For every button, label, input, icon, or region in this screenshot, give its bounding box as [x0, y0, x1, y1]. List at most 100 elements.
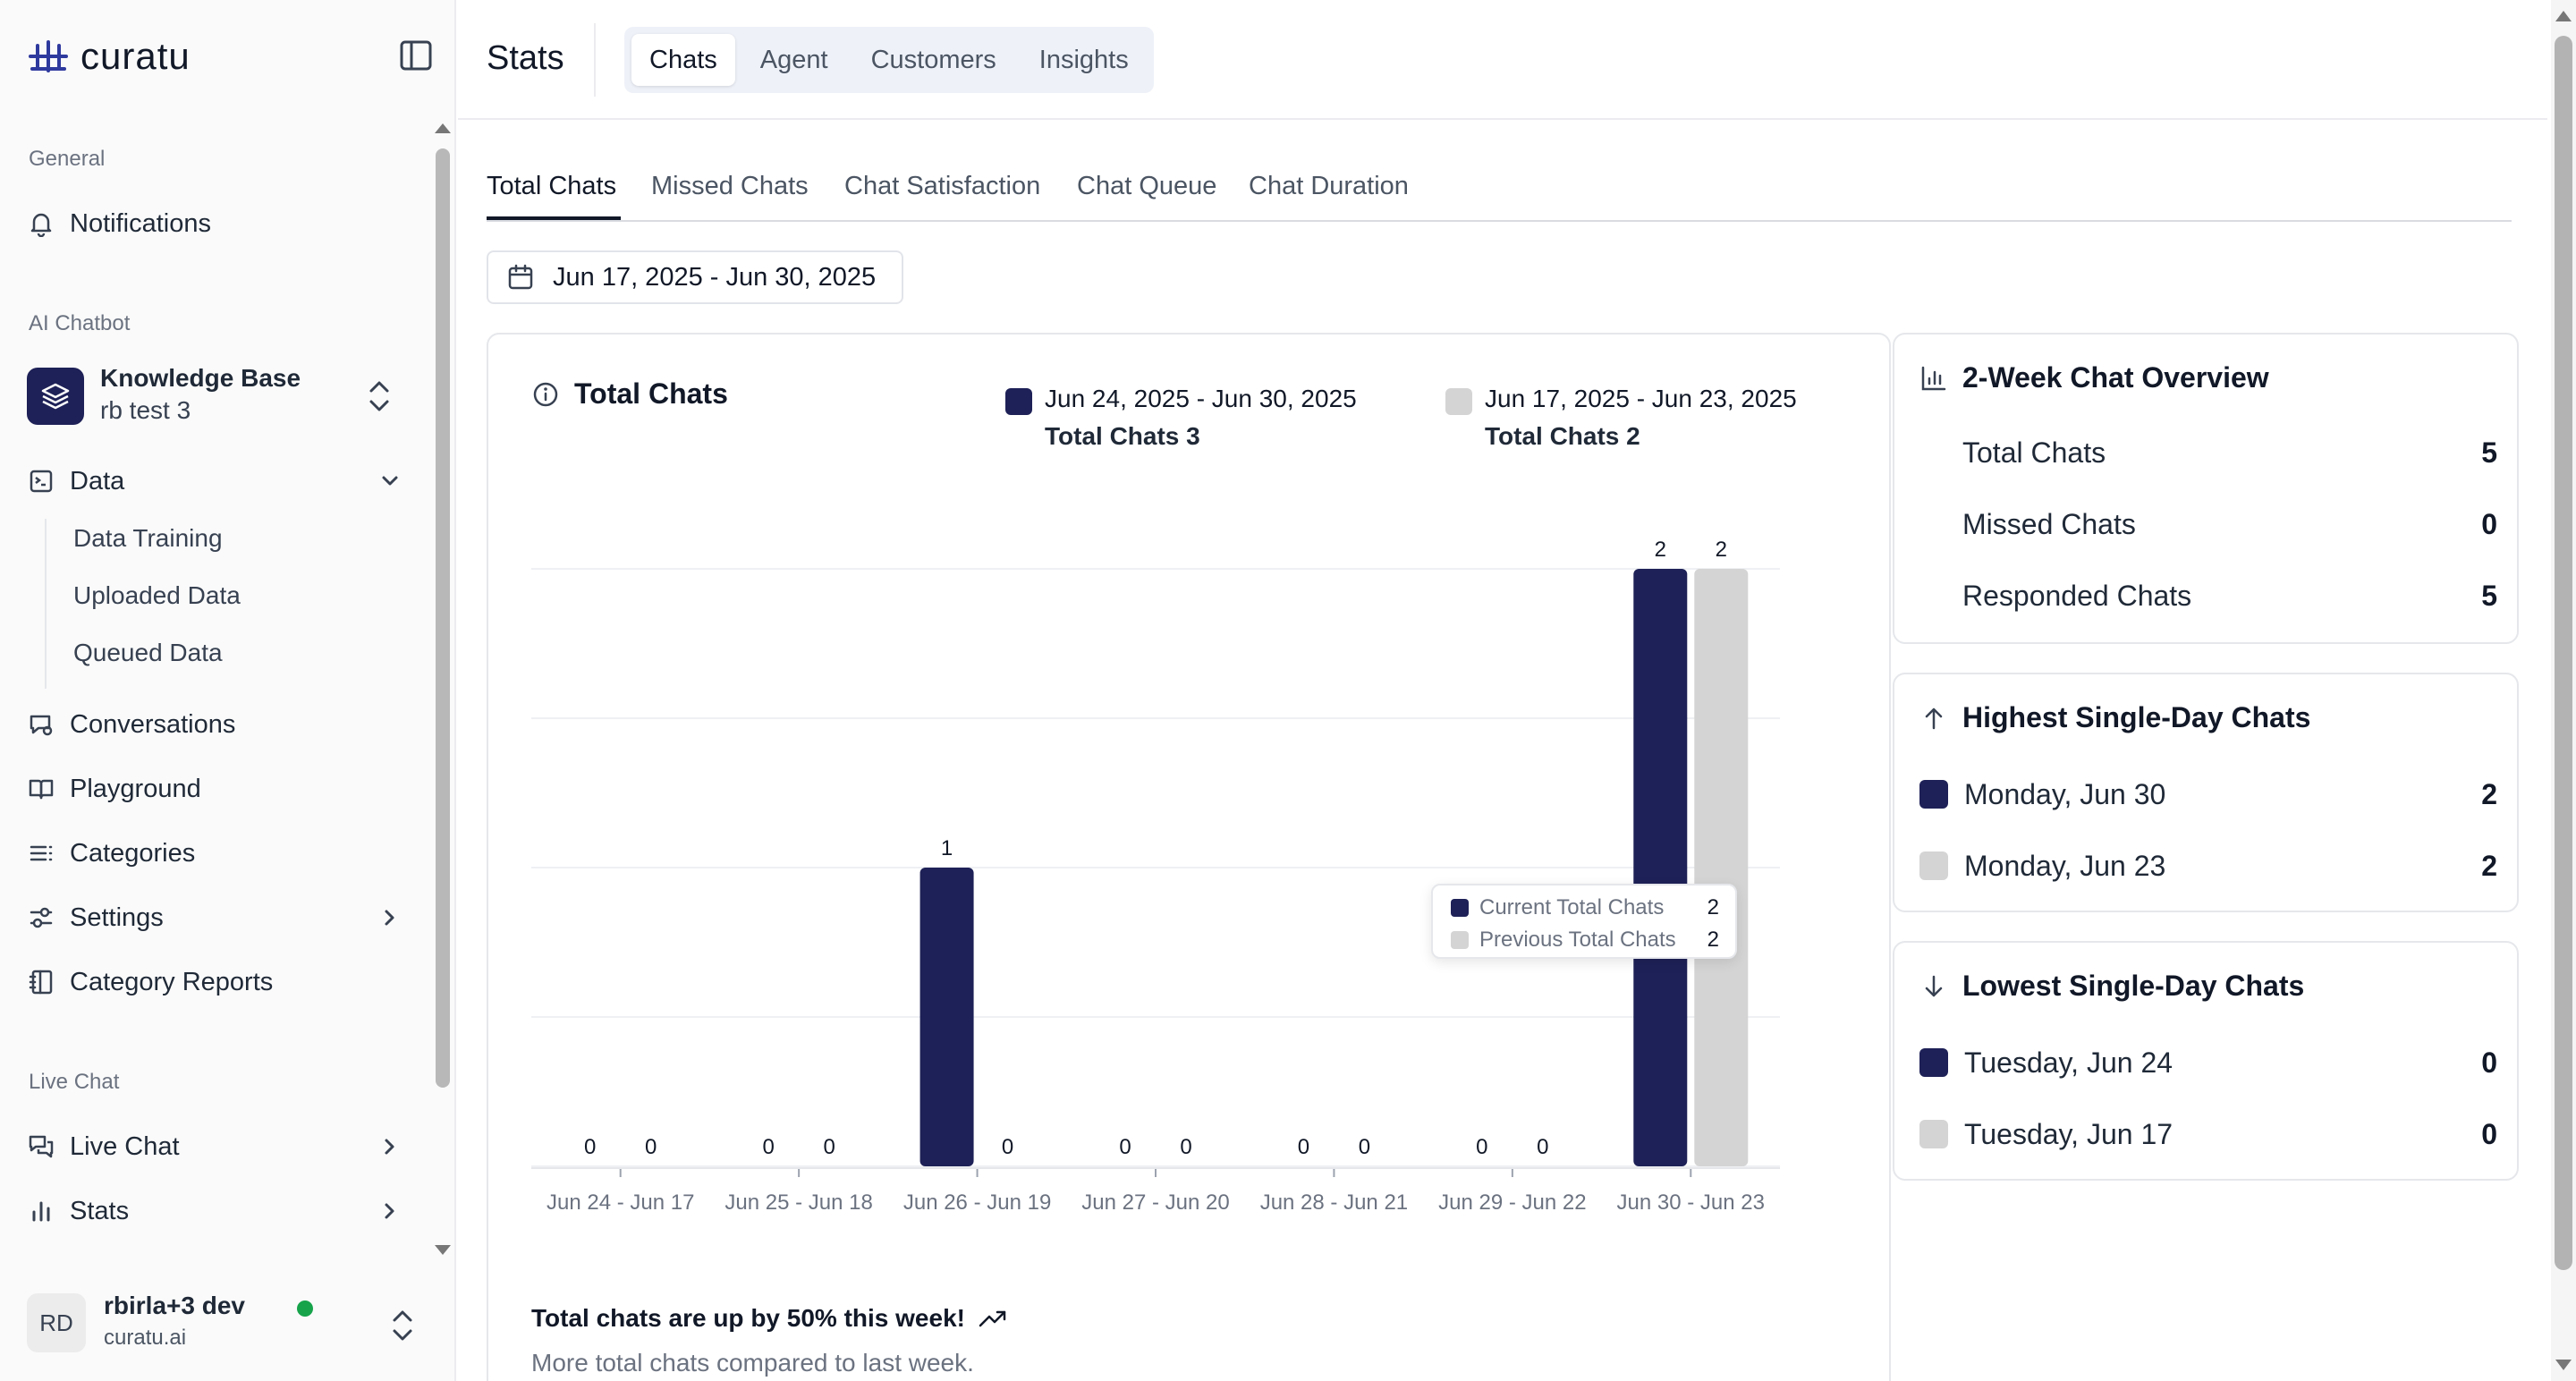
data-label: 1 [941, 836, 953, 860]
page-scroll-up[interactable] [2555, 11, 2572, 21]
overview-title: 2-Week Chat Overview [1919, 361, 2269, 394]
overview-label: Missed Chats [1962, 508, 2136, 540]
trend-subtext: More total chats compared to last week. [531, 1349, 974, 1377]
sidebar-scroll-up[interactable] [435, 123, 451, 133]
user-org: curatu.ai [104, 1326, 187, 1350]
main-content: Stats Chats Agent Customers Insights Tot… [458, 0, 2551, 1381]
series-swatch [1919, 851, 1948, 880]
subtab-chat-queue[interactable]: Chat Queue [1077, 172, 1217, 200]
sidebar-item-categories[interactable]: Categories [27, 832, 402, 875]
lowest-day-card: Lowest Single-Day Chats Tuesday, Jun 24 … [1893, 941, 2519, 1181]
highest-row-current: Monday, Jun 30 2 [1919, 776, 2497, 812]
data-label: 0 [1476, 1135, 1487, 1159]
sidebar-item-playground[interactable]: Playground [27, 767, 402, 810]
bar-current [919, 868, 974, 1166]
subtab-chat-duration[interactable]: Chat Duration [1249, 172, 1409, 200]
group-label-general: General [29, 147, 106, 171]
tab-chats[interactable]: Chats [631, 34, 735, 86]
sliders-icon [27, 903, 55, 932]
lowest-row-current: Tuesday, Jun 24 0 [1919, 1045, 2497, 1080]
sidebar-item-conversations[interactable]: Conversations [27, 703, 402, 746]
sidebar: curatu General Notifications AI Chatbot … [0, 0, 456, 1381]
tooltip-row-previous: Previous Total Chats 2 [1451, 927, 1719, 953]
data-label: 2 [1655, 538, 1666, 562]
page-scroll-down[interactable] [2555, 1360, 2572, 1370]
data-label: 0 [1298, 1135, 1309, 1159]
sidebar-scrollbar[interactable] [436, 148, 450, 1088]
legend-summary: Total Chats 3 [1045, 422, 1200, 450]
knowledge-base-selector[interactable]: Knowledge Base rb test 3 [27, 362, 402, 430]
sidebar-item-notifications[interactable]: Notifications [27, 202, 402, 245]
tab-customers[interactable]: Customers [870, 45, 996, 74]
subtab-missed-chats[interactable]: Missed Chats [651, 172, 809, 200]
overview-label: Responded Chats [1962, 580, 2192, 612]
notebook-icon [27, 968, 55, 996]
total-chats-chart-card: Total Chats Jun 24, 2025 - Jun 30, 2025 … [487, 333, 1891, 1381]
data-label: 0 [1002, 1135, 1013, 1159]
overview-value: 5 [2481, 436, 2497, 469]
highest-title: Highest Single-Day Chats [1919, 701, 2310, 734]
data-label: 0 [1359, 1135, 1370, 1159]
sidebar-toggle-button[interactable] [399, 39, 433, 72]
chevron-right-icon [385, 910, 394, 926]
subtab-total-chats[interactable]: Total Chats [487, 172, 617, 200]
sidebar-scroll-down[interactable] [435, 1245, 451, 1255]
x-tick-label: Jun 29 - Jun 22 [1438, 1190, 1586, 1215]
tab-agent[interactable]: Agent [759, 45, 828, 74]
user-name: rbirla+3 dev [104, 1292, 245, 1319]
book-open-icon [27, 775, 55, 803]
overview-title-text: 2-Week Chat Overview [1962, 361, 2269, 394]
logo[interactable]: curatu [27, 34, 191, 79]
sidebar-item-data[interactable]: Data [27, 460, 402, 503]
legend-range: Jun 24, 2025 - Jun 30, 2025 [1045, 385, 1357, 412]
legend-range: Jun 17, 2025 - Jun 23, 2025 [1485, 385, 1797, 412]
lowest-value: 0 [2481, 1117, 2497, 1150]
highest-row-previous: Monday, Jun 23 2 [1919, 848, 2497, 884]
legend-swatch-current [1005, 388, 1032, 415]
stats-tabs: Chats Agent Customers Insights [624, 27, 1154, 93]
lowest-value: 0 [2481, 1046, 2497, 1079]
sidebar-subitem-data-training[interactable]: Data Training [73, 524, 223, 552]
tab-insights[interactable]: Insights [1038, 45, 1129, 74]
info-icon[interactable] [531, 380, 560, 409]
chevrons-up-down-icon [393, 1310, 412, 1341]
data-label: 0 [584, 1135, 596, 1159]
user-menu[interactable]: RD rbirla+3 dev curatu.ai [27, 1288, 429, 1360]
data-label: 0 [1537, 1135, 1548, 1159]
knowledge-base-title: Knowledge Base [100, 364, 301, 392]
lowest-label: Tuesday, Jun 24 [1964, 1046, 2174, 1079]
overview-row-responded: Responded Chats 5 [1962, 580, 2497, 615]
overview-value: 0 [2481, 508, 2497, 540]
overview-row-total: Total Chats 5 [1962, 436, 2497, 472]
tooltip-label: Current Total Chats [1479, 895, 1665, 919]
chevron-right-icon [385, 1203, 394, 1219]
online-status-dot [297, 1301, 313, 1317]
calendar-icon [508, 264, 533, 290]
legend-previous[interactable]: Jun 17, 2025 - Jun 23, 2025 Total Chats … [1445, 385, 1797, 451]
sidebar-item-stats[interactable]: Stats [27, 1190, 402, 1233]
date-range-label: Jun 17, 2025 - Jun 30, 2025 [553, 262, 877, 292]
legend-current[interactable]: Jun 24, 2025 - Jun 30, 2025 Total Chats … [1005, 385, 1357, 451]
page-scrollbar[interactable] [2555, 36, 2572, 1270]
sidebar-item-settings[interactable]: Settings [27, 896, 402, 939]
knowledge-base-subtitle: rb test 3 [100, 396, 191, 424]
arrow-down-icon [1925, 975, 1943, 996]
trend-note-text: Total chats are up by 50% this week! [531, 1304, 965, 1332]
bell-icon [27, 209, 55, 238]
sidebar-item-label: Conversations [70, 709, 236, 739]
tooltip-row-current: Current Total Chats 2 [1451, 894, 1719, 921]
series-swatch [1919, 1120, 1948, 1148]
sidebar-item-live-chat[interactable]: Live Chat [27, 1125, 402, 1168]
sidebar-item-category-reports[interactable]: Category Reports [27, 961, 402, 1004]
data-icon [27, 467, 55, 496]
sidebar-item-label: Live Chat [70, 1131, 180, 1161]
group-label-ai-chatbot: AI Chatbot [29, 311, 131, 335]
sidebar-subitem-queued-data[interactable]: Queued Data [73, 639, 223, 666]
date-range-picker[interactable]: Jun 17, 2025 - Jun 30, 2025 [487, 250, 903, 304]
layers-icon [41, 383, 70, 410]
chevron-down-icon [382, 476, 398, 486]
highest-value: 2 [2481, 777, 2497, 810]
subtab-chat-satisfaction[interactable]: Chat Satisfaction [844, 172, 1041, 200]
series-swatch [1919, 780, 1948, 809]
sidebar-subitem-uploaded-data[interactable]: Uploaded Data [73, 581, 241, 609]
